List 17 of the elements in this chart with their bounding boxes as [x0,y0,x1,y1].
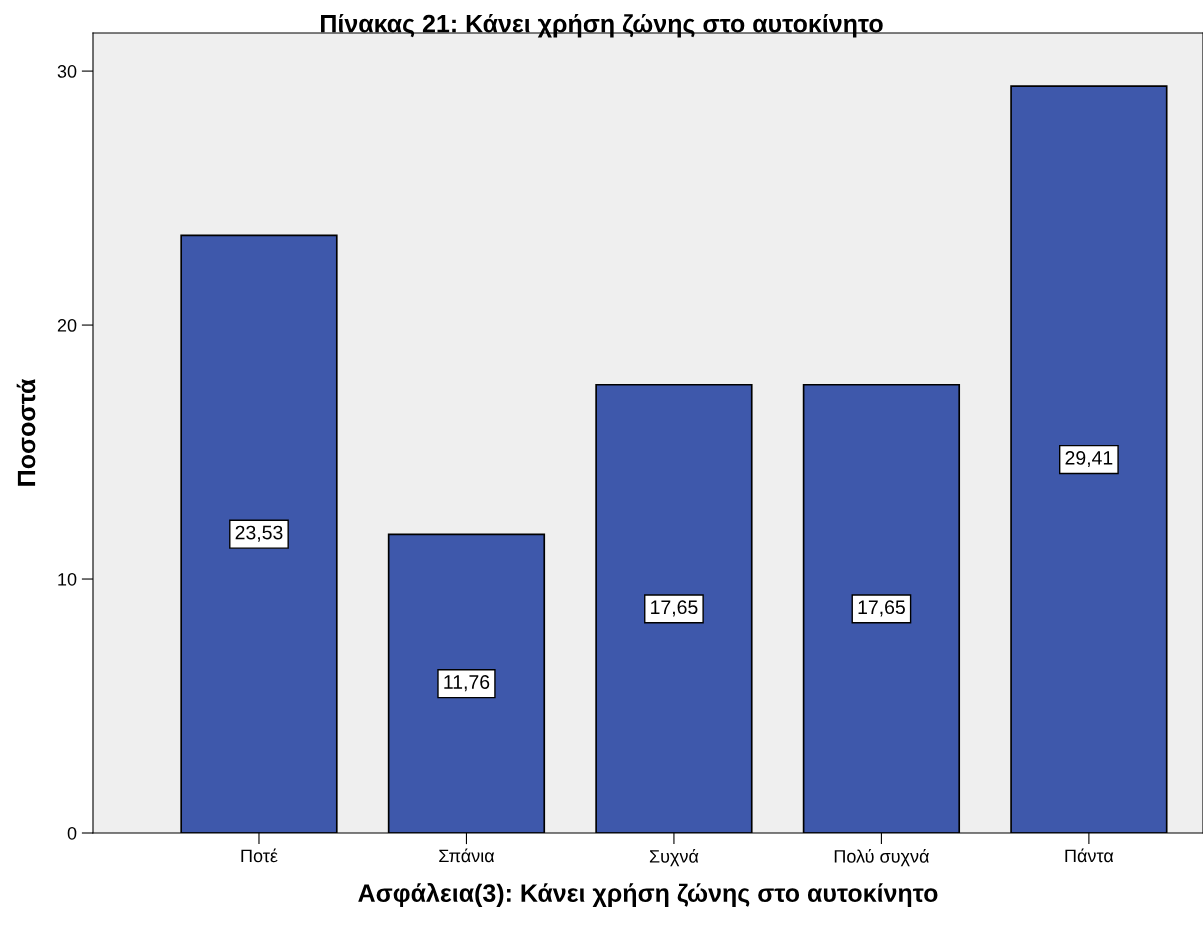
data-label: 29,41 [1065,450,1113,468]
x-axis-title: Ασφάλεια(3): Κάνει χρήση ζώνης στο αυτοκίνητο [358,882,938,907]
x-tick-label: Πάντα [1065,848,1114,863]
data-label: 11,76 [444,675,490,692]
data-label: 17,65 [858,600,905,617]
x-tick-label: Ποτέ [241,848,278,863]
y-tick-label: 30 [57,65,77,78]
x-tick-label: Σπάνια [439,848,495,863]
data-label: 17,65 [651,600,698,617]
x-tick-label: Συχνά [649,848,699,867]
y-tick-label: 10 [58,572,77,586]
y-axis-title: Ποσοστά [16,378,36,486]
chart-title: Πίνακας 21: Κάνει χρήση ζώνης στο αυτοκίνητο [321,13,883,38]
data-label: 23,53 [235,525,283,542]
y-tick-label: 20 [57,319,77,332]
y-tick-label: 0 [67,826,77,840]
x-tick-label: Πολύ συχνά [834,848,929,867]
